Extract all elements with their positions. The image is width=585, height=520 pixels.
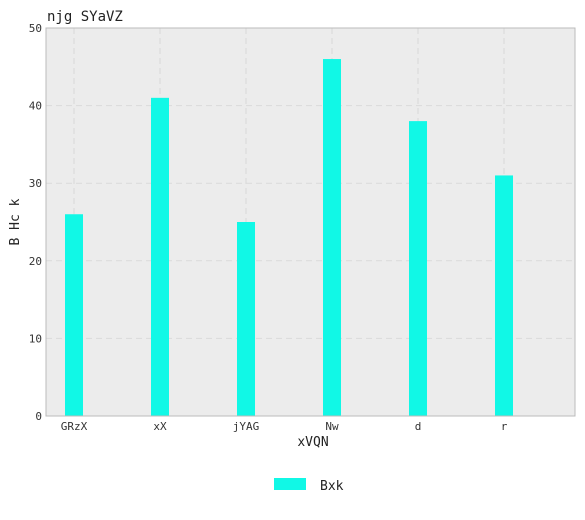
x-axis-label: xVQN xyxy=(297,435,328,450)
bar-GRzX xyxy=(65,214,83,416)
bar-d xyxy=(409,121,427,417)
plot-frame xyxy=(45,27,576,417)
bar-jYAG xyxy=(237,222,255,416)
y-tick-label: 0 xyxy=(35,410,42,423)
y-tick-label: 40 xyxy=(29,100,42,113)
y-axis-label: B Hc k xyxy=(8,198,23,245)
plot-area xyxy=(46,28,575,416)
y-tick-label: 30 xyxy=(29,177,42,190)
bar-r xyxy=(495,175,513,416)
x-tick-label: Nw xyxy=(325,420,339,433)
y-axis-ticks: 0 10 20 30 40 50 xyxy=(29,22,42,423)
y-tick-label: 20 xyxy=(29,255,42,268)
x-tick-label: xX xyxy=(153,420,167,433)
y-tick-label: 50 xyxy=(29,22,42,35)
chart-title: njg SYaVZ xyxy=(47,9,123,25)
x-tick-label: d xyxy=(415,420,422,433)
x-tick-label: jYAG xyxy=(233,420,260,433)
bars xyxy=(65,59,513,417)
legend: Bxk xyxy=(274,478,344,494)
bar-xX xyxy=(151,97,169,416)
x-tick-label: GRzX xyxy=(61,420,88,433)
x-axis-ticks: GRzX xX jYAG Nw d r xyxy=(61,420,508,433)
y-tick-label: 10 xyxy=(29,332,42,345)
legend-label: Bxk xyxy=(320,479,344,494)
x-tick-label: r xyxy=(501,420,508,433)
legend-swatch xyxy=(274,478,306,490)
bar-Nw xyxy=(323,59,341,416)
